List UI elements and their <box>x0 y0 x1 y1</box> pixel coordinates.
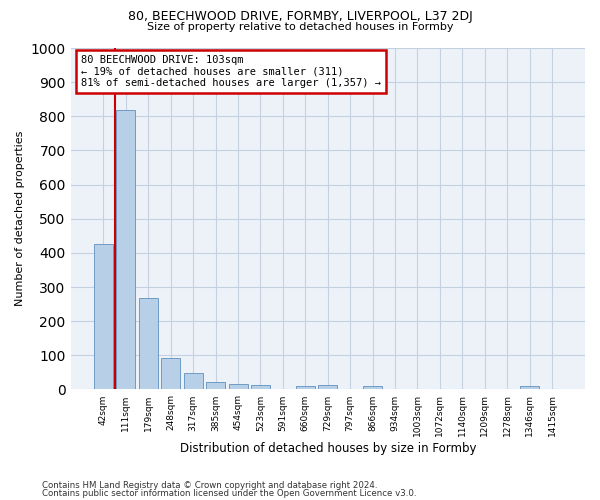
Text: Contains public sector information licensed under the Open Government Licence v3: Contains public sector information licen… <box>42 488 416 498</box>
Bar <box>251 386 270 390</box>
Bar <box>296 386 315 390</box>
Y-axis label: Number of detached properties: Number of detached properties <box>15 131 25 306</box>
Bar <box>363 386 382 390</box>
Text: 80, BEECHWOOD DRIVE, FORMBY, LIVERPOOL, L37 2DJ: 80, BEECHWOOD DRIVE, FORMBY, LIVERPOOL, … <box>128 10 472 23</box>
X-axis label: Distribution of detached houses by size in Formby: Distribution of detached houses by size … <box>179 442 476 455</box>
Text: Size of property relative to detached houses in Formby: Size of property relative to detached ho… <box>147 22 453 32</box>
Bar <box>206 382 225 390</box>
Bar <box>139 298 158 390</box>
Text: Contains HM Land Registry data © Crown copyright and database right 2024.: Contains HM Land Registry data © Crown c… <box>42 481 377 490</box>
Text: 80 BEECHWOOD DRIVE: 103sqm
← 19% of detached houses are smaller (311)
81% of sem: 80 BEECHWOOD DRIVE: 103sqm ← 19% of deta… <box>81 55 381 88</box>
Bar <box>229 384 248 390</box>
Bar <box>318 386 337 390</box>
Bar <box>184 372 203 390</box>
Bar <box>520 386 539 390</box>
Bar <box>116 110 136 390</box>
Bar <box>161 358 180 390</box>
Bar <box>94 244 113 390</box>
